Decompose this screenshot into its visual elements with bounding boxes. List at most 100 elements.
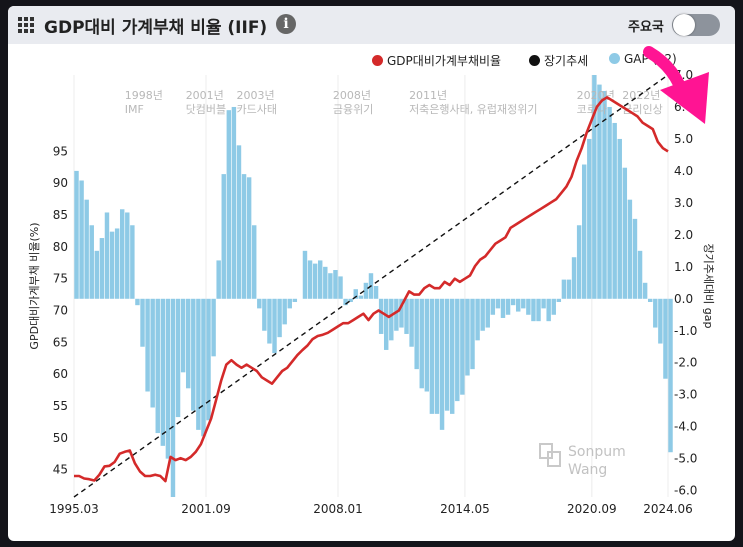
gap-bar: [612, 122, 617, 299]
gap-bar: [576, 225, 582, 299]
gap-bar: [165, 298, 171, 459]
gap-bar: [470, 298, 475, 370]
annotation-text: 코로나: [577, 103, 607, 116]
gap-bar: [211, 298, 216, 357]
gap-bar: [155, 298, 160, 434]
x-tick-label: 2024.06: [643, 502, 693, 516]
gap-bar: [262, 298, 267, 331]
gap-bar: [455, 298, 460, 402]
x-tick-label: 2014.05: [440, 502, 490, 516]
legend-label-debt: GDP대비가계부채비율: [387, 54, 502, 68]
gap-bar: [653, 298, 658, 328]
y-tick-label: 85: [53, 208, 68, 222]
gap-bar: [277, 298, 282, 338]
gap-bar: [175, 298, 181, 418]
y2-tick-label: -6.0: [674, 484, 697, 498]
gap-bar: [323, 266, 328, 299]
legend-item-debt[interactable]: GDP대비가계부채비율: [372, 52, 501, 69]
gap-bar: [170, 298, 176, 497]
gap-bar: [658, 298, 663, 344]
toggle-knob[interactable]: [673, 14, 695, 36]
gap-bar: [434, 298, 440, 414]
gap-bar: [196, 298, 201, 430]
annotation-year: 1998년: [125, 89, 163, 102]
gap-bar: [617, 138, 622, 299]
gap-bar: [287, 298, 292, 309]
annotation-text: 닷컴버블: [186, 103, 226, 116]
gap-bar: [551, 298, 556, 315]
gap-bar: [267, 298, 272, 344]
major-countries-toggle[interactable]: [672, 14, 720, 36]
y-tick-label: 50: [53, 431, 68, 445]
annotation-year: 2003년: [236, 89, 274, 102]
legend-item-trend[interactable]: 장기추세: [529, 52, 588, 69]
grid-menu-icon[interactable]: [18, 17, 34, 33]
gap-bar: [429, 298, 435, 414]
gap-bar: [328, 273, 333, 299]
gap-bar: [74, 170, 79, 299]
gap-bar: [353, 289, 358, 299]
gap-bar: [587, 138, 592, 299]
gap-bar: [602, 90, 607, 299]
annotation-year: 2011년: [409, 89, 447, 102]
y2-tick-label: 2.0: [674, 228, 693, 242]
watermark-line2: Wang: [568, 462, 607, 478]
gap-bar: [84, 199, 89, 299]
y-tick-label: 95: [53, 144, 68, 158]
gap-bar: [226, 110, 232, 299]
gap-bar: [495, 298, 501, 309]
y2-tick-label: -3.0: [674, 388, 697, 402]
gap-bar: [465, 298, 470, 376]
gap-bar: [515, 298, 521, 312]
gap-bar: [444, 298, 450, 411]
y-tick-label: 75: [53, 272, 68, 286]
y-tick-label: 65: [53, 335, 68, 349]
y2-tick-label: -4.0: [674, 420, 697, 434]
watermark-line1: Sonpum: [568, 444, 626, 460]
y-tick-label: 70: [53, 304, 68, 318]
gap-bar: [541, 298, 546, 309]
gap-bar: [510, 298, 516, 306]
arrow-annotation-head-icon: [660, 72, 709, 124]
trend-line: [73, 74, 669, 498]
y2-tick-label: 0.0: [674, 292, 693, 306]
watermark-logo-icon: [547, 451, 561, 467]
gap-bar: [231, 106, 237, 299]
gap-bar: [94, 250, 100, 299]
gap-bar: [571, 257, 577, 299]
gap-bar: [221, 174, 226, 299]
gap-bar: [500, 298, 506, 318]
gap-bar: [206, 298, 211, 421]
gap-bar: [556, 298, 562, 302]
gap-bar: [246, 177, 252, 299]
gap-bar: [378, 298, 384, 334]
y-tick-label: 45: [53, 463, 68, 477]
gap-bar: [89, 225, 94, 299]
card-header: GDP대비 가계부채 비율 (IIF) i 주요국: [8, 6, 735, 44]
gap-bar: [125, 212, 130, 299]
gap-bar: [236, 145, 242, 299]
y-tick-label: 60: [53, 367, 68, 381]
y2-tick-label: 1.0: [674, 260, 693, 274]
legend-label-trend: 장기추세: [544, 54, 589, 68]
gap-bar: [627, 199, 633, 299]
gap-bar: [307, 260, 313, 299]
gap-bar: [409, 298, 414, 347]
gap-bar: [104, 212, 110, 299]
gap-bar: [668, 298, 673, 453]
gap-bar: [531, 298, 536, 322]
gap-bar: [241, 174, 247, 299]
annotation-text: 저축은행사태, 유럽재정위기: [409, 102, 537, 116]
annotation-text: IMF: [125, 103, 144, 116]
gap-bar: [317, 260, 323, 299]
gap-bar: [490, 298, 496, 315]
gap-bar: [521, 298, 526, 309]
gap-bar: [343, 298, 348, 306]
gap-bar: [201, 298, 206, 437]
gap-bar: [99, 238, 105, 299]
gap-bar: [363, 282, 369, 299]
gap-bar: [607, 106, 612, 299]
info-icon[interactable]: i: [276, 14, 296, 34]
gap-bar: [546, 298, 551, 322]
